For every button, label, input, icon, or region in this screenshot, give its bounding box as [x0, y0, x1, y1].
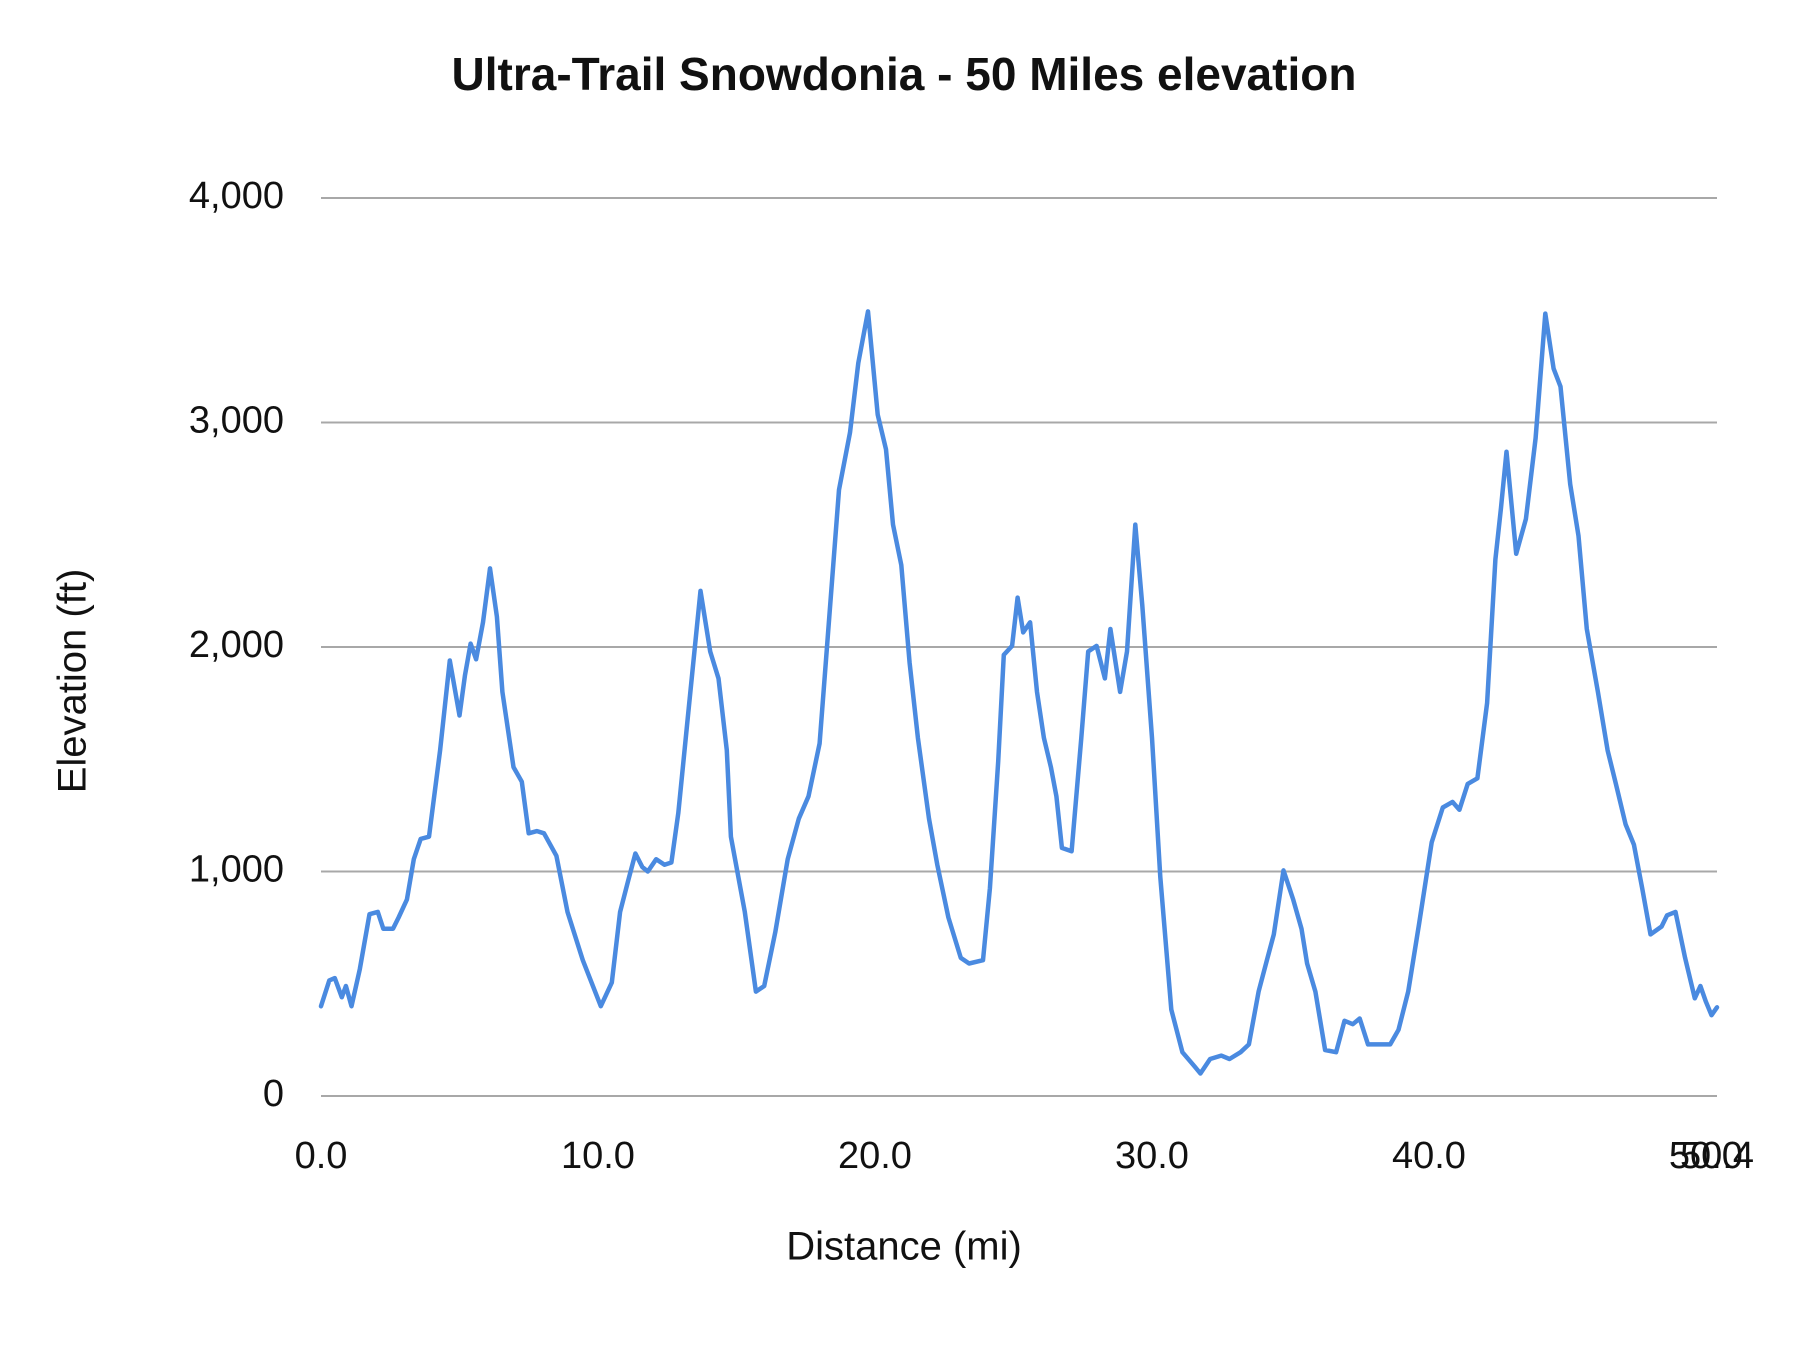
- elevation-line: [318, 309, 1720, 1076]
- x-tick-label: 50.4: [1680, 1135, 1754, 1177]
- x-tick-label: 10.0: [561, 1135, 635, 1177]
- y-tick-label: 0: [263, 1073, 284, 1115]
- x-axis-label: Distance (mi): [786, 1225, 1022, 1269]
- y-tick-label: 3,000: [189, 400, 284, 442]
- x-tick-label: 40.0: [1392, 1135, 1466, 1177]
- y-tick-label: 1,000: [189, 849, 284, 891]
- x-tick-label: 0.0: [295, 1135, 348, 1177]
- y-axis-label: Elevation (ft): [51, 569, 95, 794]
- x-tick-label: 50.0: [1669, 1135, 1743, 1177]
- y-tick-label: 2,000: [189, 624, 284, 666]
- x-tick-label: 30.0: [1115, 1135, 1189, 1177]
- chart-title: Ultra-Trail Snowdonia - 50 Miles elevati…: [452, 48, 1357, 100]
- x-tick-label: 20.0: [838, 1135, 912, 1177]
- y-tick-label: 4,000: [189, 175, 284, 217]
